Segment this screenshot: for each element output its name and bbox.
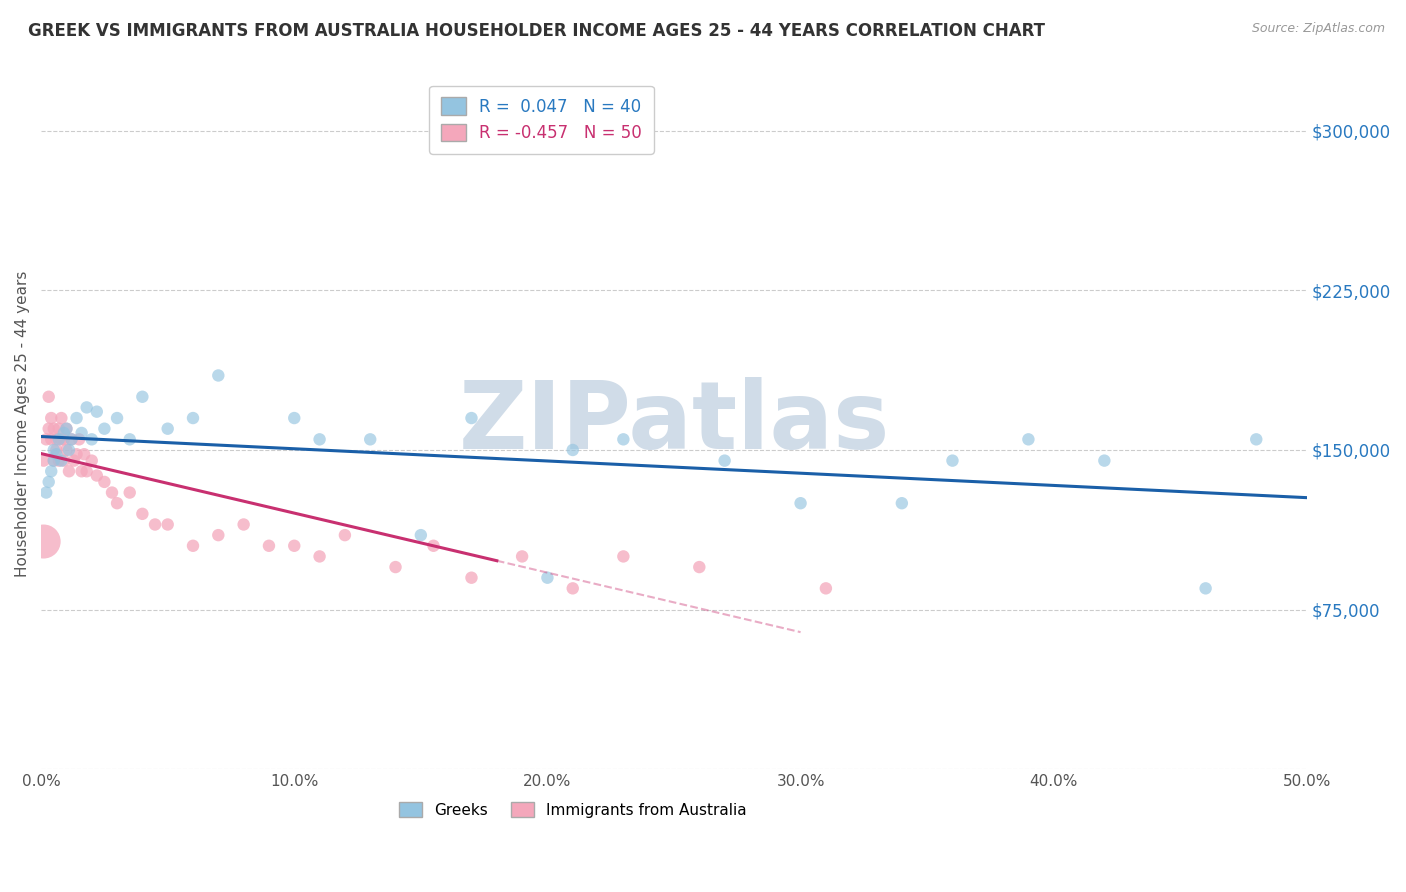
Point xyxy=(308,433,330,447)
Point xyxy=(86,468,108,483)
Point xyxy=(80,453,103,467)
Point xyxy=(39,433,62,447)
Point xyxy=(105,496,128,510)
Point xyxy=(65,411,87,425)
Point xyxy=(76,401,98,415)
Point xyxy=(561,582,583,596)
Point xyxy=(45,433,67,447)
Point xyxy=(51,433,73,447)
Point xyxy=(32,534,55,549)
Point xyxy=(101,485,124,500)
Point xyxy=(118,433,141,447)
Point xyxy=(890,496,912,510)
Point xyxy=(80,433,103,447)
Point xyxy=(1092,453,1115,467)
Point xyxy=(35,485,58,500)
Point xyxy=(460,571,482,585)
Point xyxy=(42,453,65,467)
Point xyxy=(561,442,583,457)
Point xyxy=(45,447,67,461)
Point xyxy=(38,422,60,436)
Point xyxy=(58,464,80,478)
Point xyxy=(713,453,735,467)
Point xyxy=(181,539,204,553)
Point xyxy=(156,517,179,532)
Point xyxy=(48,433,70,447)
Point xyxy=(105,411,128,425)
Point xyxy=(52,433,75,447)
Point xyxy=(131,390,153,404)
Point xyxy=(814,582,837,596)
Point xyxy=(70,464,93,478)
Point xyxy=(63,453,86,467)
Point xyxy=(941,453,963,467)
Text: Source: ZipAtlas.com: Source: ZipAtlas.com xyxy=(1251,22,1385,36)
Point xyxy=(143,517,166,532)
Point xyxy=(42,453,65,467)
Point xyxy=(460,411,482,425)
Text: ZIPatlas: ZIPatlas xyxy=(458,377,890,469)
Point xyxy=(688,560,710,574)
Point xyxy=(118,485,141,500)
Point xyxy=(42,442,65,457)
Point xyxy=(156,422,179,436)
Point xyxy=(232,517,254,532)
Point xyxy=(48,422,70,436)
Point xyxy=(48,453,70,467)
Point xyxy=(1194,582,1216,596)
Point xyxy=(73,447,96,461)
Point xyxy=(38,390,60,404)
Point xyxy=(181,411,204,425)
Point xyxy=(207,368,229,383)
Point xyxy=(32,453,55,467)
Point xyxy=(60,433,83,447)
Legend: Greeks, Immigrants from Australia: Greeks, Immigrants from Australia xyxy=(392,796,752,824)
Point xyxy=(58,442,80,457)
Point xyxy=(612,433,634,447)
Point xyxy=(38,475,60,489)
Point xyxy=(55,442,77,457)
Point xyxy=(52,453,75,467)
Text: GREEK VS IMMIGRANTS FROM AUSTRALIA HOUSEHOLDER INCOME AGES 25 - 44 YEARS CORRELA: GREEK VS IMMIGRANTS FROM AUSTRALIA HOUSE… xyxy=(28,22,1045,40)
Point xyxy=(70,425,93,440)
Point xyxy=(55,422,77,436)
Point xyxy=(51,411,73,425)
Point xyxy=(1017,433,1039,447)
Point xyxy=(510,549,533,564)
Point xyxy=(283,539,305,553)
Point xyxy=(422,539,444,553)
Point xyxy=(409,528,432,542)
Point xyxy=(67,433,90,447)
Point xyxy=(612,549,634,564)
Point xyxy=(308,549,330,564)
Point xyxy=(39,464,62,478)
Point xyxy=(283,411,305,425)
Point xyxy=(384,560,406,574)
Point xyxy=(93,475,115,489)
Point xyxy=(51,453,73,467)
Point xyxy=(333,528,356,542)
Point xyxy=(35,433,58,447)
Point xyxy=(45,442,67,457)
Point xyxy=(131,507,153,521)
Y-axis label: Householder Income Ages 25 - 44 years: Householder Income Ages 25 - 44 years xyxy=(15,270,30,576)
Point xyxy=(359,433,381,447)
Point xyxy=(76,464,98,478)
Point xyxy=(52,425,75,440)
Point xyxy=(207,528,229,542)
Point xyxy=(789,496,811,510)
Point xyxy=(86,405,108,419)
Point xyxy=(55,422,77,436)
Point xyxy=(1244,433,1267,447)
Point xyxy=(39,411,62,425)
Point xyxy=(60,433,83,447)
Point xyxy=(65,447,87,461)
Point xyxy=(42,422,65,436)
Point xyxy=(93,422,115,436)
Point xyxy=(536,571,558,585)
Point xyxy=(257,539,280,553)
